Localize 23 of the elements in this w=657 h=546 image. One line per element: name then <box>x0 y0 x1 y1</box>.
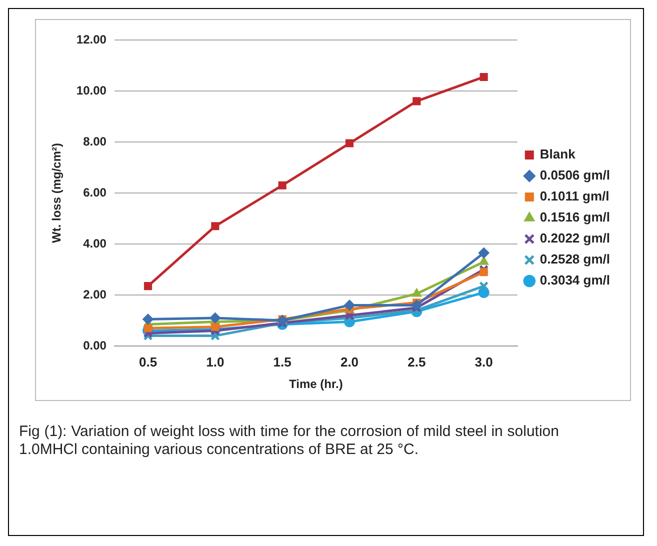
legend-label: 0.2022 gm/l <box>540 230 610 246</box>
x-axis-title: Time (hr.) <box>289 377 343 392</box>
legend-label: 0.1516 gm/l <box>540 210 610 225</box>
y-tick-label: 10.00 <box>76 83 107 98</box>
text: Fig (1): Variation of weight loss with time for the corrosion of mild steel in solution 1.0MHCl containing various concentrations of BRE at 25 °C. <box>19 423 559 459</box>
legend-label: 0.2528 gm/l <box>540 252 610 267</box>
x-tick-label: 1.0 <box>206 354 224 370</box>
x-tick-label: 2.5 <box>408 354 426 370</box>
x-tick-label: 0.5 <box>138 354 158 370</box>
y-axis-title: Wt. loss (mg/cm²) <box>50 142 64 244</box>
y-tick-label: 0.00 <box>83 338 107 352</box>
y-tick-label: 6.00 <box>83 185 107 200</box>
x-tick-label: 1.5 <box>273 354 292 370</box>
legend-label: 0.1011 gm/l <box>540 188 610 204</box>
legend-label: 0.0506 gm/l <box>540 168 610 183</box>
y-tick-label: 12.00 <box>76 32 107 46</box>
x-tick-label: 2.0 <box>340 354 359 370</box>
legend-label: Blank <box>540 146 576 162</box>
legend-label: 0.3034 gm/l <box>540 272 610 288</box>
y-tick-label: 2.00 <box>83 287 107 302</box>
y-tick-label: 8.00 <box>83 134 107 148</box>
x-tick-label: 3.0 <box>474 354 493 370</box>
y-tick-label: 4.00 <box>83 236 107 250</box>
